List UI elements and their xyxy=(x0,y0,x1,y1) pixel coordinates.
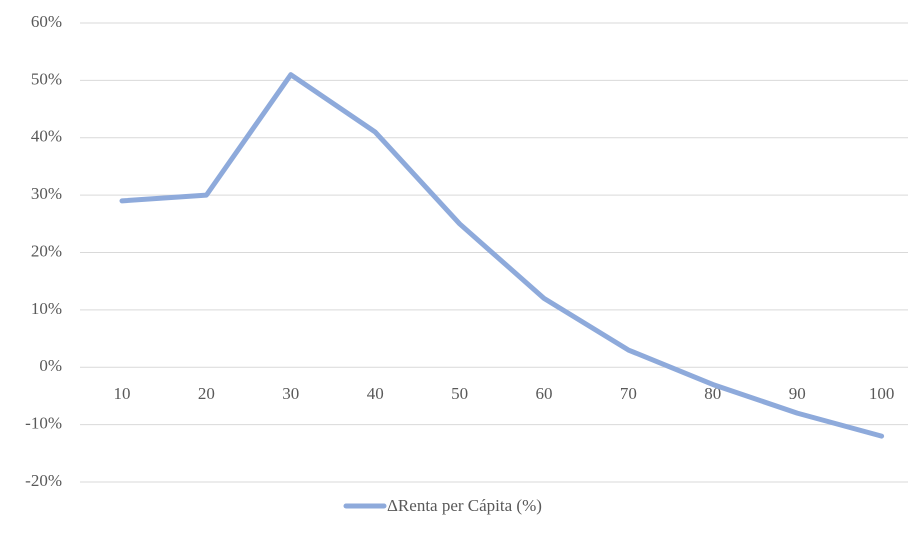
y-tick-label: 40% xyxy=(31,127,62,146)
legend-label: ΔRenta per Cápita (%) xyxy=(387,496,542,515)
x-tick-label: 50 xyxy=(451,384,468,403)
x-tick-label: 10 xyxy=(114,384,131,403)
x-tick-label: 60 xyxy=(536,384,553,403)
x-tick-label: 40 xyxy=(367,384,384,403)
x-tick-label: 80 xyxy=(704,384,721,403)
data-line xyxy=(119,72,885,439)
y-tick-label: 0% xyxy=(39,356,62,375)
x-tick-label: 100 xyxy=(869,384,895,403)
y-tick-label: -10% xyxy=(25,414,62,433)
x-tick-label: 90 xyxy=(789,384,806,403)
x-tick-label: 20 xyxy=(198,384,215,403)
x-tick-label: 30 xyxy=(282,384,299,403)
y-tick-label: 10% xyxy=(31,299,62,318)
y-tick-label: 30% xyxy=(31,184,62,203)
y-tick-label: 60% xyxy=(31,12,62,31)
y-tick-label: 20% xyxy=(31,241,62,260)
x-tick-label: 70 xyxy=(620,384,637,403)
y-tick-label: 50% xyxy=(31,69,62,88)
y-tick-label: -20% xyxy=(25,471,62,490)
